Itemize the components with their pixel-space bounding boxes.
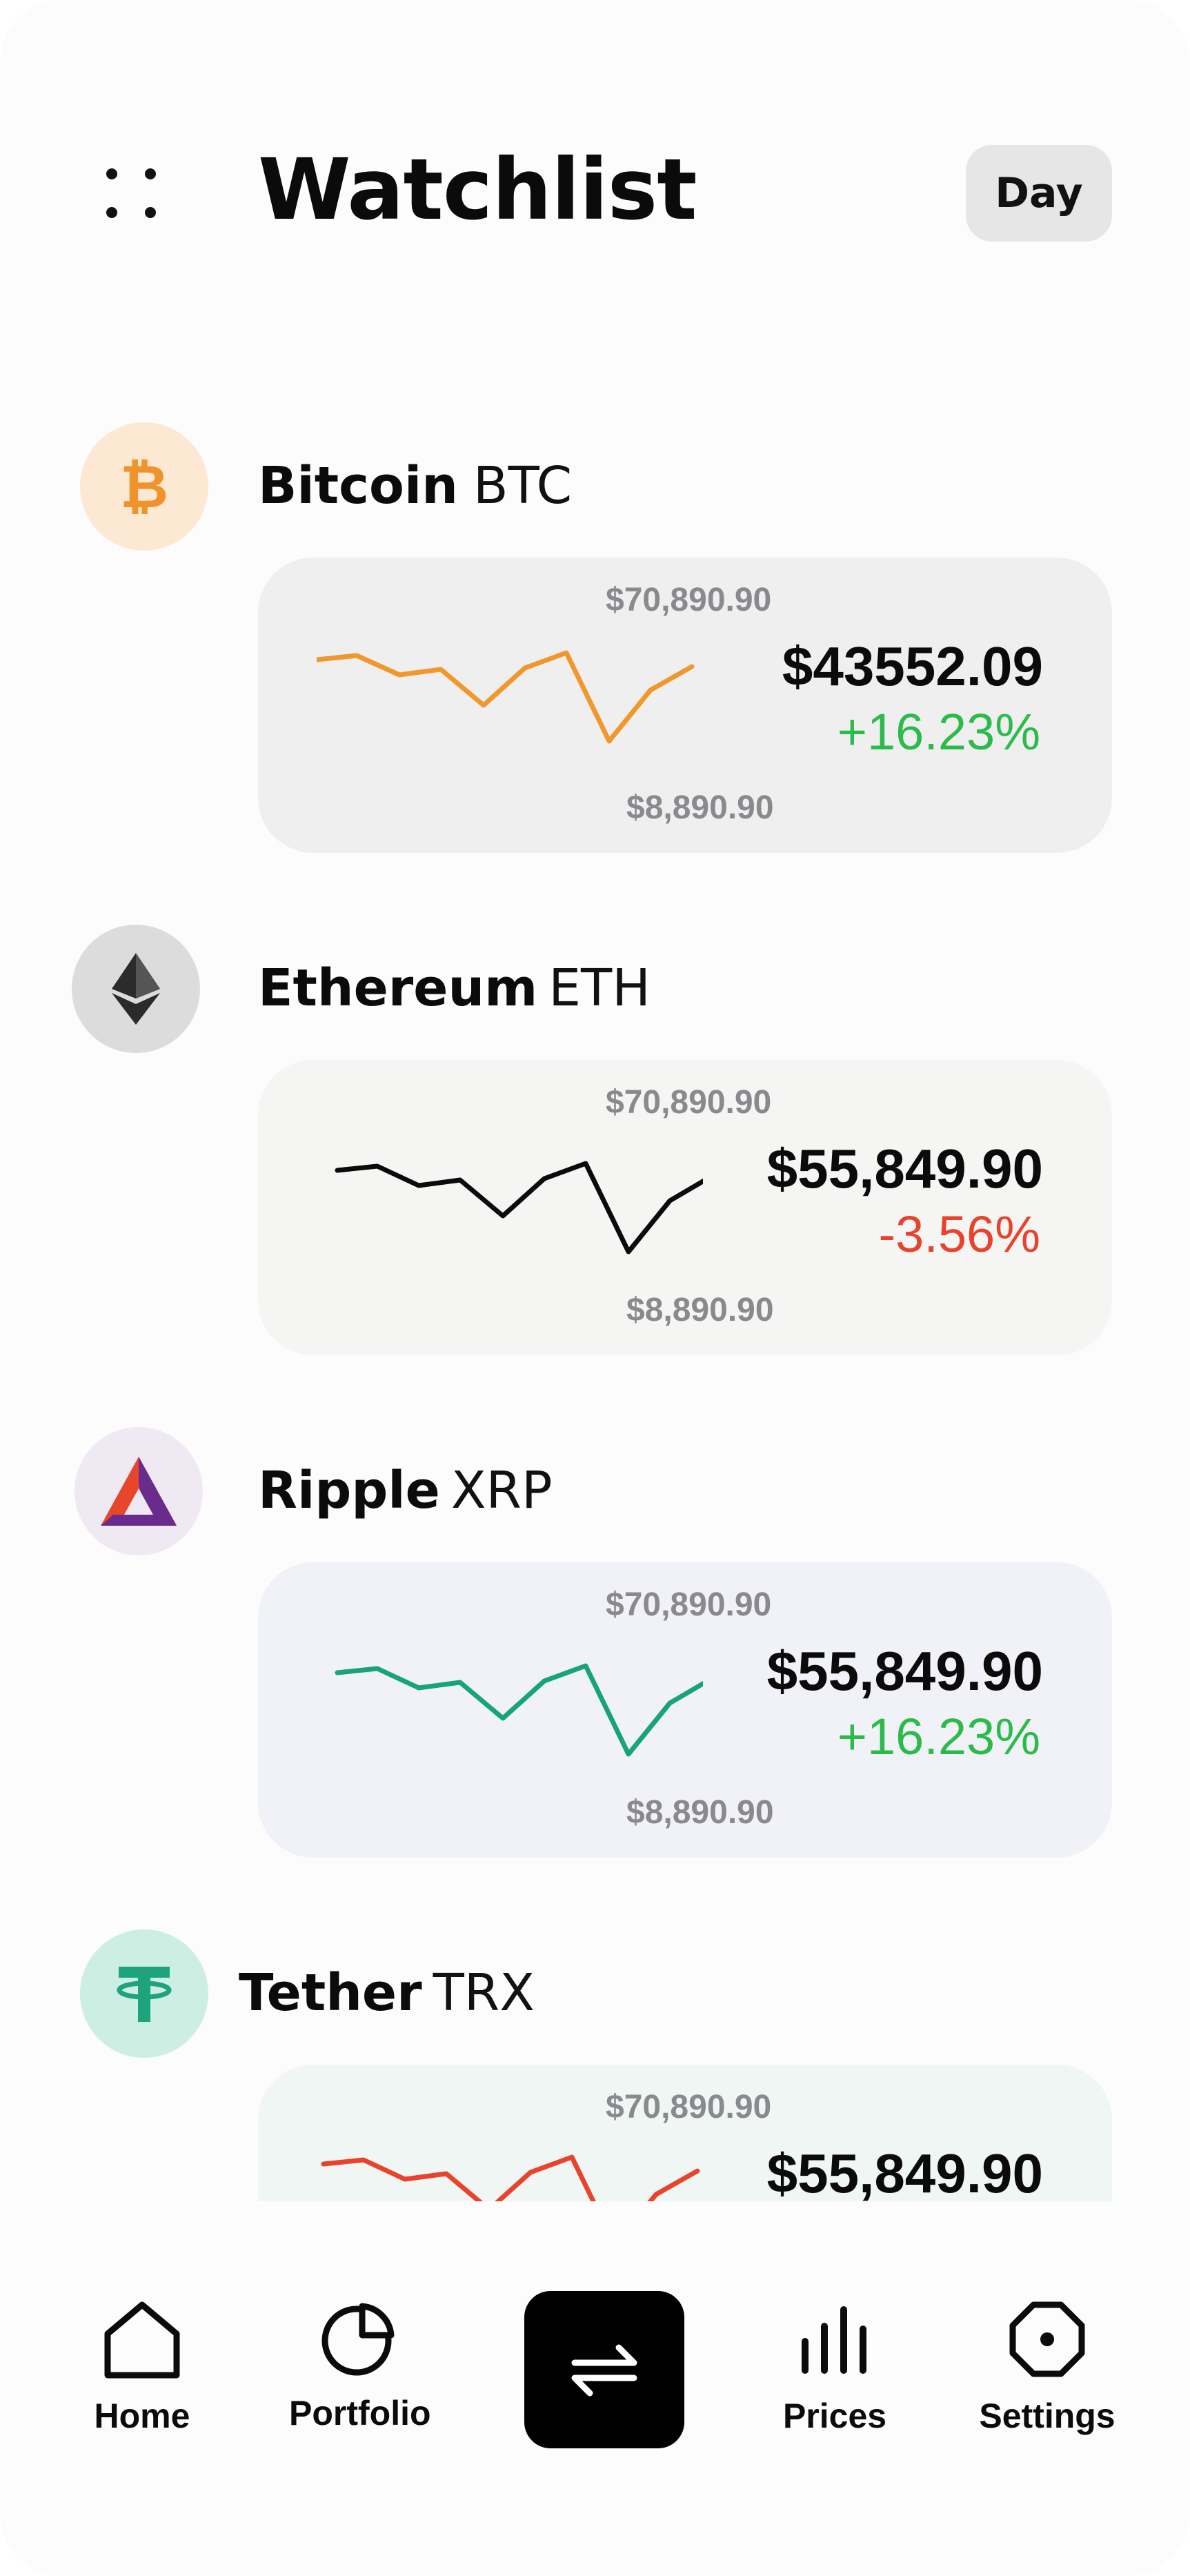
high-price-label: $70,890.90	[606, 582, 772, 618]
high-price-label: $70,890.90	[606, 2089, 772, 2125]
price-card-bitcoin[interactable]: $70,890.90 $8,890.90 $43552.09 +16.23%	[258, 558, 1112, 853]
nav-portfolio-label: Portfolio	[289, 2394, 431, 2432]
header: Watchlist Day	[0, 0, 1190, 290]
swap-arrows-icon	[571, 2344, 637, 2397]
high-price-label: $70,890.90	[606, 1586, 772, 1623]
coin-price: $43552.09	[782, 636, 1043, 697]
menu-dots-icon[interactable]	[97, 159, 166, 228]
page-title: Watchlist	[258, 141, 697, 239]
low-price-label: $8,890.90	[626, 1794, 774, 1831]
nav-portfolio[interactable]: Portfolio	[289, 2298, 431, 2477]
nav-prices[interactable]: Prices	[766, 2298, 904, 2477]
price-card-ripple[interactable]: $70,890.90 $8,890.90 $55,849.90 +16.23%	[258, 1562, 1112, 1858]
ethereum-icon	[72, 925, 200, 1053]
coin-name: Ripple XRP	[258, 1461, 553, 1520]
price-card-ethereum[interactable]: $70,890.90 $8,890.90 $55,849.90 -3.56%	[258, 1060, 1112, 1355]
nav-home-label: Home	[94, 2397, 190, 2435]
coin-row-ethereum: Ethereum ETH $70,890.90 $8,890.90 $55,849…	[0, 925, 1190, 1401]
nav-settings[interactable]: Settings	[978, 2298, 1116, 2477]
sparkline-ripple	[335, 1663, 703, 1757]
high-price-label: $70,890.90	[606, 1084, 772, 1121]
ripple-icon	[75, 1427, 203, 1555]
period-button[interactable]: Day	[966, 145, 1112, 242]
coin-name: Tether TRX	[239, 1963, 535, 2023]
coin-price: $55,849.90	[766, 1640, 1043, 1702]
settings-icon	[1009, 2301, 1085, 2377]
coin-name: Ethereum ETH	[258, 958, 651, 1018]
nav-home[interactable]: Home	[73, 2298, 211, 2477]
coin-row-bitcoin: ₿ Bitcoin BTC $70,890.90 $8,890.90 $43552…	[0, 422, 1190, 898]
bar-chart-icon	[802, 2306, 866, 2374]
coin-price: $55,849.90	[766, 1138, 1043, 1199]
coin-name: Bitcoin BTC	[258, 456, 573, 515]
svg-text:₿: ₿	[120, 453, 168, 521]
pie-chart-icon	[321, 2303, 395, 2376]
nav-settings-label: Settings	[979, 2397, 1115, 2435]
swap-button[interactable]	[524, 2291, 684, 2448]
tether-icon	[80, 1929, 208, 2058]
bitcoin-icon: ₿	[80, 422, 208, 551]
low-price-label: $8,890.90	[626, 789, 774, 826]
coin-price: $55,849.90	[766, 2143, 1043, 2204]
price-change: +16.23%	[837, 1708, 1040, 1765]
price-change: +16.23%	[837, 703, 1040, 760]
nav-prices-label: Prices	[782, 2397, 887, 2435]
bottom-nav: Home Portfolio Prices	[0, 2201, 1190, 2576]
sparkline-bitcoin	[317, 650, 695, 744]
low-price-label: $8,890.90	[626, 1292, 774, 1328]
sparkline-ethereum	[335, 1161, 703, 1255]
home-icon	[104, 2301, 180, 2379]
coin-row-ripple: Ripple XRP $70,890.90 $8,890.90 $55,849.9…	[0, 1427, 1190, 1903]
price-change: -3.56%	[878, 1206, 1040, 1263]
